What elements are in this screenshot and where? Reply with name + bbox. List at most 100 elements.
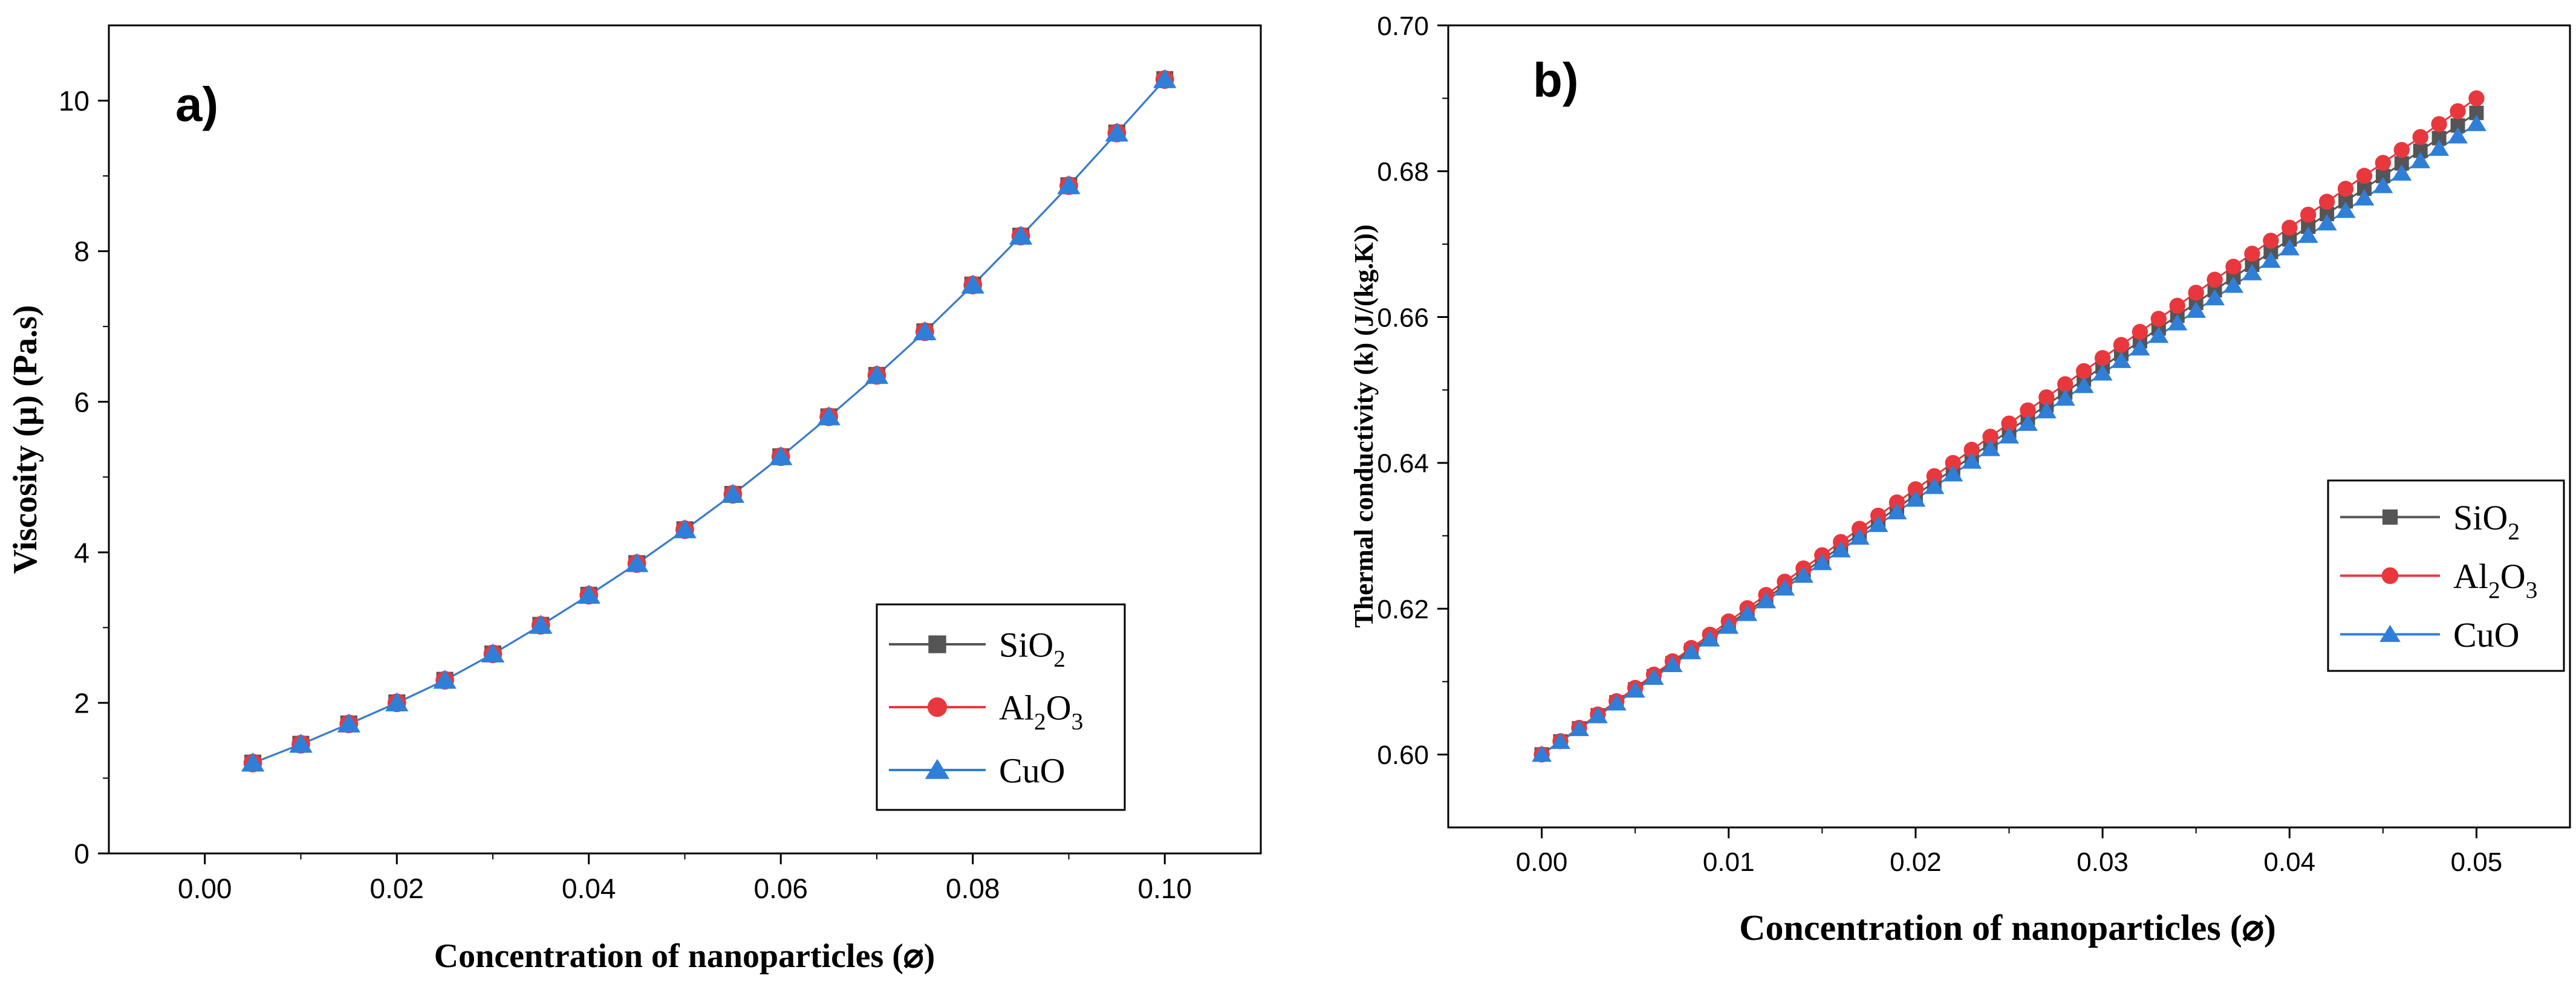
data-point-Al2O3 — [2075, 363, 2092, 380]
legend-text-part: 2 — [2488, 577, 2500, 603]
data-point-CuO — [1756, 592, 1777, 609]
data-point-CuO — [1849, 528, 1870, 545]
y-tick-label: 6 — [74, 386, 89, 418]
legend-marker-CuO — [925, 759, 950, 779]
data-point-CuO — [289, 733, 313, 753]
data-point-CuO — [1606, 694, 1627, 711]
data-point-CuO — [1009, 225, 1033, 245]
legend-label-Al2O3: Al2O3 — [999, 688, 1083, 734]
data-point-CuO — [433, 670, 457, 689]
data-point-CuO — [1737, 604, 1758, 621]
data-point-CuO — [1719, 617, 1739, 634]
data-point-CuO — [481, 643, 505, 662]
legend-text-part: 2 — [1053, 646, 1065, 672]
legend-marker-CuO — [2379, 624, 2401, 642]
data-point-Al2O3 — [1963, 441, 1980, 458]
data-point-CuO — [2354, 189, 2375, 206]
data-point-Al2O3 — [2020, 402, 2036, 419]
data-point-CuO — [1962, 452, 1982, 469]
data-point-Al2O3 — [2225, 259, 2242, 275]
panel-label-b: b) — [1533, 53, 1579, 107]
legend-label-CuO: CuO — [999, 751, 1065, 790]
x-axis-b: 0.00 0.01 0.02 0.03 0.04 0.05 — [1516, 827, 2502, 877]
x-tick-label: 0.00 — [178, 873, 232, 904]
data-point-CuO — [769, 446, 793, 465]
y-tick-label: 0.62 — [1377, 595, 1429, 624]
legend-text-part: CuO — [999, 751, 1065, 790]
data-point-CuO — [2466, 114, 2487, 131]
legend-text-part: 2 — [1034, 708, 1046, 735]
data-point-CuO — [1105, 122, 1129, 142]
data-point-Al2O3 — [2132, 323, 2148, 340]
x-tick-label: 0.04 — [2263, 847, 2315, 877]
data-point-CuO — [1532, 745, 1552, 762]
data-point-CuO — [1681, 642, 1702, 659]
legend-text-part: Al — [2453, 557, 2488, 596]
data-point-CuO — [1775, 579, 1795, 596]
x-tick-label: 0.06 — [753, 873, 808, 904]
data-point-CuO — [1587, 707, 1608, 723]
y-axis-label-a: Viscosity (μ) (Pa.s) — [7, 305, 44, 574]
x-axis-a: 0.00 0.02 0.04 0.06 0.08 0.10 — [178, 853, 1192, 904]
data-point-Al2O3 — [2207, 271, 2223, 288]
data-point-CuO — [625, 553, 649, 572]
data-point-Al2O3 — [2318, 193, 2335, 210]
legend-label-SiO2: SiO2 — [2453, 498, 2520, 545]
x-tick-label: 0.08 — [946, 873, 1000, 904]
data-point-CuO — [2317, 214, 2337, 231]
data-point-Al2O3 — [2001, 415, 2017, 432]
data-point-CuO — [2205, 289, 2225, 306]
data-point-CuO — [1057, 175, 1081, 195]
data-point-CuO — [241, 752, 265, 772]
x-tick-label: 0.10 — [1137, 873, 1192, 904]
legend-marker-SiO2 — [928, 635, 946, 653]
data-point-Al2O3 — [2450, 103, 2466, 120]
y-axis-a: 0 2 4 6 8 10 — [59, 85, 109, 870]
legend-text-part: 3 — [1072, 708, 1084, 735]
legend-text-part: SiO — [2453, 498, 2508, 537]
x-tick-label: 0.01 — [1703, 847, 1755, 877]
data-point-CuO — [817, 406, 841, 426]
data-point-CuO — [2429, 139, 2450, 156]
y-tick-label: 0.70 — [1377, 11, 1429, 41]
data-point-CuO — [2335, 201, 2356, 218]
legend-label-SiO2: SiO2 — [999, 625, 1065, 671]
x-axis-label-a: Concentration of nanoparticles (⌀) — [434, 937, 935, 975]
legend-text-part: CuO — [2453, 615, 2520, 655]
y-axis-label-b: Thermal conductivity (k) (J/(kg.K)) — [1349, 224, 1379, 627]
x-tick-label: 0.02 — [1890, 847, 1942, 877]
data-point-CuO — [865, 364, 889, 384]
data-point-Al2O3 — [2169, 297, 2185, 314]
data-point-CuO — [1980, 439, 2001, 456]
data-point-CuO — [2167, 314, 2188, 331]
y-tick-label: 2 — [74, 687, 89, 719]
data-point-Al2O3 — [1888, 494, 1905, 511]
x-tick-label: 0.04 — [562, 873, 616, 904]
data-point-CuO — [1999, 427, 2019, 444]
x-tick-label: 0.05 — [2451, 847, 2503, 877]
legend-label-Al2O3: Al2O3 — [2453, 557, 2537, 603]
y-tick-label: 4 — [74, 537, 89, 568]
y-tick-label: 8 — [74, 236, 89, 267]
data-point-CuO — [2279, 239, 2300, 256]
data-point-Al2O3 — [1870, 507, 1887, 524]
data-point-CuO — [2410, 152, 2431, 169]
data-point-CuO — [1830, 541, 1851, 558]
data-point-CuO — [2186, 301, 2207, 318]
legend-text-part: Al — [999, 688, 1034, 727]
data-point-CuO — [2073, 377, 2094, 393]
data-point-Al2O3 — [2263, 232, 2279, 249]
data-point-CuO — [2036, 402, 2057, 419]
data-point-CuO — [2373, 176, 2393, 193]
legend-text-part: O — [2500, 557, 2526, 596]
data-point-Al2O3 — [2356, 167, 2373, 184]
data-point-CuO — [1924, 477, 1945, 494]
data-point-Al2O3 — [2431, 116, 2447, 132]
data-point-CuO — [2017, 414, 2038, 431]
legend-text-part: O — [1046, 688, 1072, 727]
legend-text-part: 3 — [2526, 577, 2538, 603]
data-point-CuO — [673, 519, 697, 539]
data-point-Al2O3 — [2094, 350, 2111, 366]
data-point-Al2O3 — [2038, 389, 2055, 406]
